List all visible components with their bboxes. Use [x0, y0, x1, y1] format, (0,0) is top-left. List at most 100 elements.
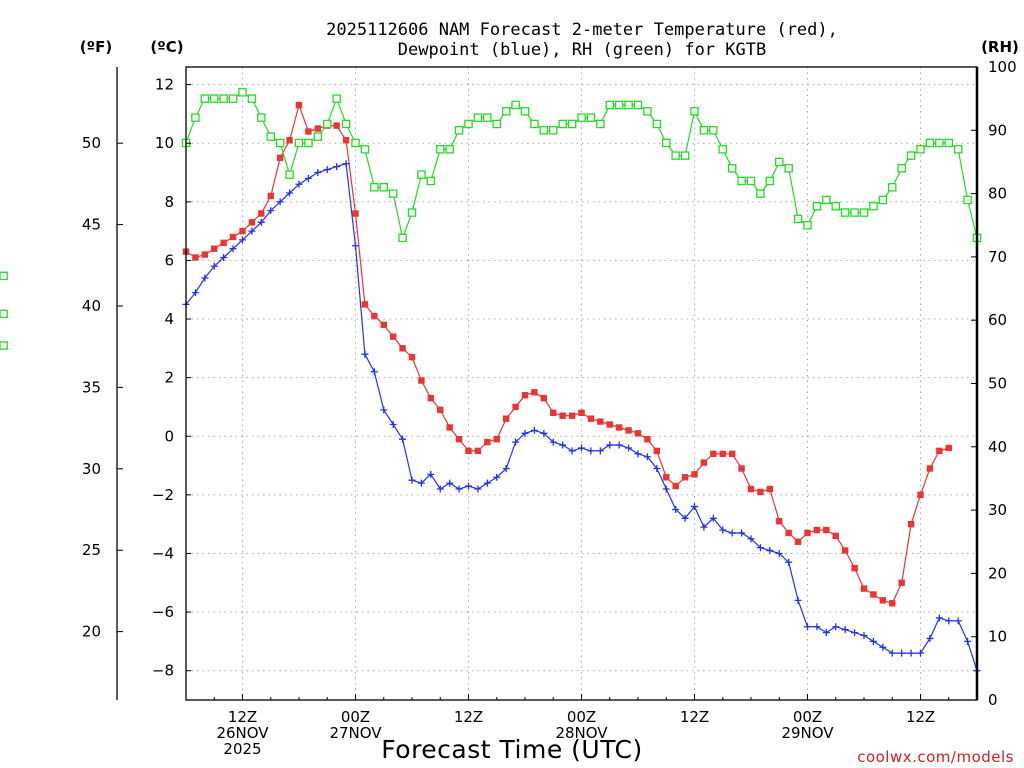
x-tick-label: 12Z: [906, 708, 935, 726]
dewpoint-point: [333, 163, 341, 171]
rh-point: [417, 170, 426, 179]
temperature-point: [681, 474, 689, 481]
temperature-point: [700, 459, 708, 466]
temperature-point: [314, 125, 322, 132]
rh-point: [341, 119, 351, 129]
temperature-point: [851, 564, 858, 572]
x-tick-label: 00Z: [567, 708, 596, 726]
temperature-point: [493, 435, 500, 443]
temperature-point: [502, 415, 510, 422]
dewpoint-point: [436, 485, 444, 493]
fahrenheit-tick-label: 30: [82, 460, 101, 478]
dewpoint-point: [239, 236, 246, 244]
rh-point: [313, 132, 323, 141]
fahrenheit-tick-label: 35: [82, 378, 101, 396]
dewpoint-point: [756, 544, 764, 552]
rh-point: [388, 189, 398, 198]
rh-point: [511, 100, 520, 110]
dewpoint-point: [766, 547, 774, 555]
temperature-point: [813, 526, 821, 534]
rh-point: [586, 113, 596, 122]
dewpoint-point: [917, 649, 924, 657]
x-tick-label: 12Z: [228, 708, 257, 726]
temperature-point: [286, 137, 293, 144]
dewpoint-point: [229, 245, 237, 253]
dewpoint-point: [775, 549, 783, 557]
dewpoint-point: [389, 421, 397, 429]
rh-point: [671, 151, 680, 160]
x-tick-label: 26NOV: [216, 724, 269, 742]
dewpoint-point: [964, 637, 972, 645]
dewpoint-point: [869, 637, 877, 645]
temperature-point: [898, 579, 905, 586]
rh-tick-label: 30: [988, 501, 1007, 519]
rh-point: [304, 138, 313, 148]
dewpoint-point: [926, 634, 934, 642]
celsius-tick-label: −6: [152, 603, 174, 621]
dewpoint-series: [182, 160, 981, 675]
dewpoint-point: [549, 438, 557, 446]
dewpoint-point: [832, 623, 840, 631]
rh-point: [859, 208, 869, 217]
temperature-point: [248, 219, 256, 226]
rh-point: [0, 341, 8, 350]
dewpoint-point: [719, 526, 727, 534]
dewpoint-line: [185, 162, 978, 671]
temperature-point: [804, 529, 811, 537]
rh-point: [492, 119, 501, 129]
rh-tick-label: 50: [988, 375, 1007, 393]
rh-point: [473, 113, 483, 122]
rh-point: [285, 170, 294, 179]
temperature-point: [540, 394, 548, 402]
temperature-point: [917, 491, 924, 499]
rh-point: [294, 138, 304, 148]
rh-point: [530, 119, 539, 129]
rh-point: [266, 132, 275, 141]
temperature-point: [823, 526, 830, 534]
rh-point: [869, 202, 878, 211]
rh-point: [219, 94, 228, 103]
temperature-point: [672, 482, 679, 490]
rh-point: [916, 145, 925, 154]
dewpoint-point: [427, 470, 435, 478]
temperature-point: [757, 488, 764, 496]
rh-point: [322, 119, 332, 129]
dewpoint-point: [634, 450, 642, 458]
temperature-point: [220, 239, 227, 247]
dewpoint-point: [502, 464, 510, 472]
rh-point: [247, 94, 257, 103]
dewpoint-point: [210, 262, 218, 270]
temperature-point: [446, 424, 453, 431]
rh-point: [558, 119, 567, 129]
dewpoint-point: [860, 632, 868, 640]
dewpoint-point: [559, 441, 567, 449]
rh-point: [454, 126, 464, 135]
temperature-point: [860, 585, 868, 592]
rh-point: [501, 107, 511, 116]
temperature-point: [418, 377, 425, 384]
x-axis-label: Forecast Time (UTC): [381, 735, 642, 764]
dewpoint-point: [738, 529, 746, 537]
temperature-point: [342, 137, 350, 144]
temperature-point: [578, 409, 585, 417]
temperature-point: [945, 444, 952, 452]
temperature-point: [653, 447, 661, 455]
temperature-point: [766, 485, 774, 493]
dewpoint-point: [954, 617, 962, 625]
dewpoint-point: [455, 485, 463, 493]
temperature-point: [276, 154, 284, 162]
temperature-point: [738, 465, 745, 472]
dewpoint-point: [643, 453, 651, 461]
dewpoint-point: [709, 514, 717, 522]
temperature-point: [512, 403, 519, 411]
dewpoint-point: [220, 253, 228, 261]
dewpoint-point: [681, 514, 689, 522]
dewpoint-point: [304, 174, 312, 182]
tick-labels: 121086420−2−4−6−812Z26NOV202500Z27NOV12Z…: [82, 58, 1017, 758]
fahrenheit-tick-label: 50: [82, 134, 101, 152]
temperature-point: [879, 597, 887, 604]
dewpoint-point: [276, 198, 284, 206]
x-tick-label: 12Z: [680, 708, 709, 726]
dewpoint-point: [785, 558, 793, 566]
